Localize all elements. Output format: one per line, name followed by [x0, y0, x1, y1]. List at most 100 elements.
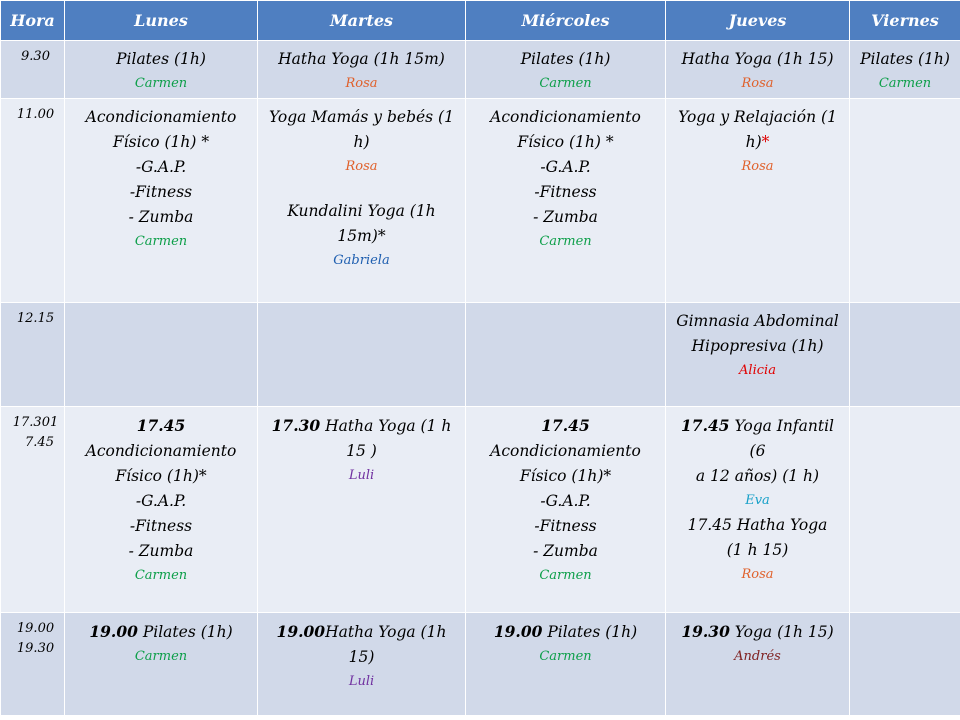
time-cell: 17.301 7.45	[0, 406, 65, 613]
teacher-name: Carmen	[134, 649, 188, 664]
class-line: a 12 años) (1 h)	[695, 467, 820, 485]
class-line: 17.30 Hatha Yoga (1 h	[271, 416, 452, 435]
class-line: Yoga y Relajación (1	[678, 108, 837, 126]
class-line: Acondicionamiento	[85, 442, 237, 460]
start-time: 17.30	[271, 416, 321, 435]
class-line: (1 h 15)	[726, 541, 789, 559]
class-line: -G.A.P.	[135, 158, 187, 176]
class-line: - Zumba	[533, 542, 598, 560]
class-name: Hatha Yoga (1h 15m)	[278, 50, 445, 68]
class-line: -Fitness	[534, 183, 597, 201]
cell-jueves-1215: Gimnasia Abdominal Hipopresiva (1h) Alic…	[665, 302, 850, 407]
class-line: Yoga Mamás y bebés (1	[269, 108, 454, 126]
class-line: -G.A.P.	[135, 492, 187, 510]
class-line: 17.45 Hatha Yoga	[687, 516, 828, 534]
class-line: 19.30 Yoga (1h 15)	[681, 622, 834, 641]
class-line: - Zumba	[128, 542, 194, 560]
time-cell: 12.15	[0, 302, 65, 407]
teacher-name: Carmen	[134, 76, 188, 91]
class-line: Acondicionamiento	[490, 108, 641, 126]
time-cell: 19.00 19.30	[0, 612, 65, 716]
start-time: 17.45	[541, 416, 590, 435]
class-line: 15m)*	[337, 227, 386, 245]
class-line: - Zumba	[533, 208, 598, 226]
cell-miercoles-1900: 19.00 Pilates (1h) Carmen	[465, 612, 666, 716]
class-name: Pilates (1h)	[860, 50, 950, 68]
class-line: - Zumba	[128, 208, 194, 226]
class-line: Físico (1h)*	[519, 467, 612, 485]
cell-jueves-1930: 19.30 Yoga (1h 15) Andrés	[665, 612, 850, 716]
row-0930: 9.30 Pilates (1h) Carmen Hatha Yoga (1h …	[0, 40, 960, 99]
start-time: 17.45	[681, 416, 730, 435]
class-line: Acondicionamiento	[490, 442, 641, 460]
asterisk: *	[761, 133, 770, 151]
teacher-name: Carmen	[539, 649, 592, 664]
cell-miercoles-1745: 17.45 Acondicionamiento Físico (1h)* -G.…	[465, 406, 666, 613]
cell-viernes-0930: Pilates (1h) Carmen	[849, 40, 960, 99]
class-line: 15 )	[346, 442, 377, 460]
header-jueves: Jueves	[665, 0, 850, 41]
time-cell: 9.30	[0, 40, 65, 99]
cell-viernes-1745	[849, 406, 960, 613]
row-1730: 17.301 7.45 17.45 Acondicionamiento Físi…	[0, 406, 960, 613]
class-line: 19.00 Pilates (1h)	[89, 622, 233, 641]
teacher-name: Rosa	[345, 159, 378, 174]
class-line: -Fitness	[129, 517, 193, 535]
time-cell: 11.00	[0, 98, 65, 303]
cell-lunes-0930: Pilates (1h) Carmen	[64, 40, 258, 99]
cell-jueves-1745: 17.45 Yoga Infantil (6 a 12 años) (1 h) …	[665, 406, 850, 613]
row-1900: 19.00 19.30 19.00 Pilates (1h) Carmen 19…	[0, 612, 960, 716]
teacher-name: Rosa	[345, 76, 378, 91]
class-line: Físico (1h) *	[112, 133, 210, 151]
teacher-name: Luli	[348, 468, 375, 483]
teacher-name: Carmen	[134, 568, 188, 583]
row-1215: 12.15 Gimnasia Abdominal Hipopresiva (1h…	[0, 302, 960, 407]
class-name: Pilates (1h)	[116, 50, 206, 68]
teacher-name: Alicia	[739, 363, 776, 378]
class-line: -Fitness	[129, 183, 193, 201]
teacher-name: Carmen	[539, 76, 592, 91]
class-line: Kundalini Yoga (1h	[287, 202, 436, 220]
start-time: 19.00	[89, 622, 138, 641]
row-1100: 11.00 Acondicionamiento Físico (1h) * -G…	[0, 98, 960, 303]
teacher-name: Rosa	[741, 159, 774, 174]
class-line: -Fitness	[534, 517, 597, 535]
cell-lunes-1215	[64, 302, 258, 407]
header-row: Hora Lunes Martes Miércoles Jueves Viern…	[0, 0, 960, 41]
start-time: 19.00	[493, 622, 543, 641]
teacher-name: Carmen	[878, 76, 932, 91]
cell-jueves-0930: Hatha Yoga (1h 15) Rosa	[665, 40, 850, 99]
class-line: -G.A.P.	[540, 158, 591, 176]
class-line: 19.00 Pilates (1h)	[493, 622, 638, 641]
cell-viernes-1215	[849, 302, 960, 407]
header-hora: Hora	[0, 0, 65, 41]
teacher-name: Rosa	[741, 567, 774, 582]
cell-lunes-1900: 19.00 Pilates (1h) Carmen	[64, 612, 258, 716]
start-time: 17.45	[136, 416, 186, 435]
class-line: h)	[353, 133, 370, 151]
cell-miercoles-1100: Acondicionamiento Físico (1h) * -G.A.P. …	[465, 98, 666, 303]
teacher-name: Carmen	[539, 568, 592, 583]
header-viernes: Viernes	[849, 0, 960, 41]
start-time: 19.00	[276, 622, 326, 641]
cell-miercoles-1215	[465, 302, 666, 407]
teacher-name: Andrés	[734, 649, 781, 664]
start-time: 19.30	[681, 622, 730, 641]
header-martes: Martes	[257, 0, 466, 41]
cell-viernes-1900	[849, 612, 960, 716]
cell-lunes-1100: Acondicionamiento Físico (1h) * -G.A.P. …	[64, 98, 258, 303]
cell-martes-0930: Hatha Yoga (1h 15m) Rosa	[257, 40, 466, 99]
class-line: -G.A.P.	[540, 492, 591, 510]
cell-miercoles-0930: Pilates (1h) Carmen	[465, 40, 666, 99]
teacher-name: Gabriela	[333, 253, 390, 268]
cell-martes-1730: 17.30 Hatha Yoga (1 h 15 ) Luli	[257, 406, 466, 613]
class-line: Físico (1h) *	[517, 133, 614, 151]
class-line: 19.00Hatha Yoga (1h 15)	[276, 622, 447, 666]
class-line: Físico (1h)*	[115, 467, 207, 485]
cell-lunes-1745: 17.45 Acondicionamiento Físico (1h)* -G.…	[64, 406, 258, 613]
header-lunes: Lunes	[64, 0, 258, 41]
class-name: Pilates (1h)	[520, 50, 611, 68]
class-line: 17.45 Yoga Infantil (6	[681, 416, 834, 460]
cell-martes-1900: 19.00Hatha Yoga (1h 15) Luli	[257, 612, 466, 716]
